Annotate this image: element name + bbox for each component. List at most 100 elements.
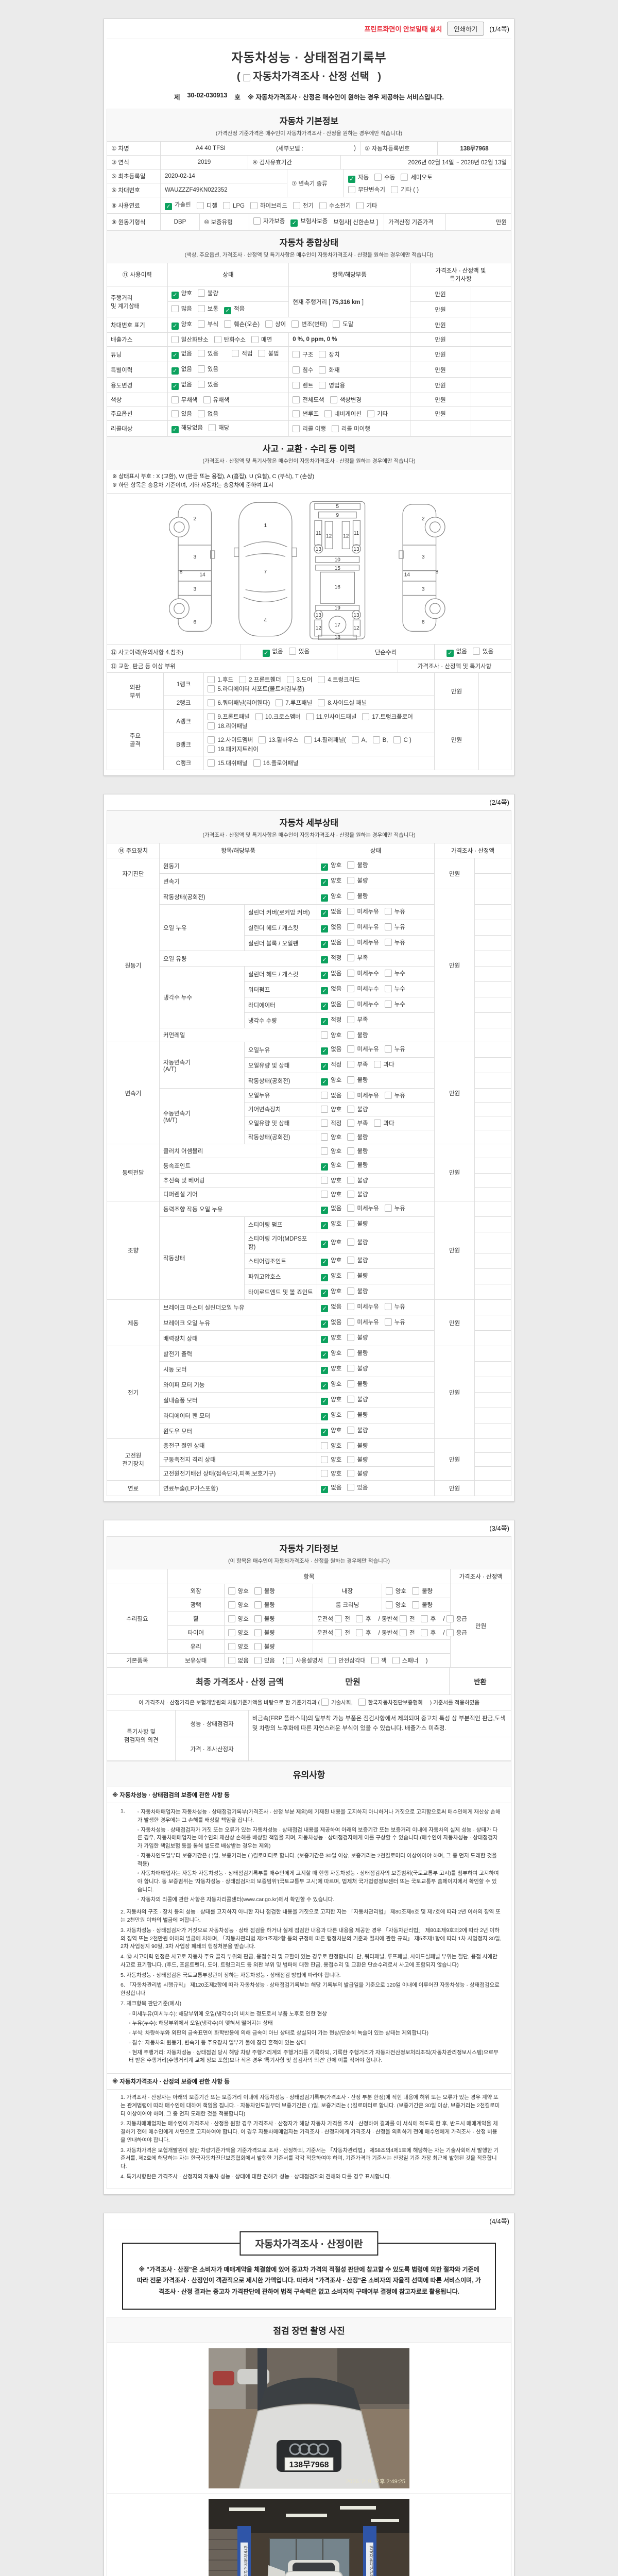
unchecked-checkbox[interactable]: [321, 1177, 329, 1184]
unchecked-checkbox[interactable]: [347, 1349, 355, 1357]
unchecked-checkbox[interactable]: [208, 722, 215, 730]
unchecked-checkbox[interactable]: [420, 1615, 428, 1623]
unchecked-checkbox[interactable]: [306, 713, 314, 721]
unchecked-checkbox[interactable]: [347, 1133, 355, 1141]
checked-checkbox[interactable]: ✓: [171, 292, 179, 299]
unchecked-checkbox[interactable]: [318, 699, 325, 707]
unchecked-checkbox[interactable]: [197, 410, 205, 417]
unchecked-checkbox[interactable]: [232, 350, 239, 357]
unchecked-checkbox[interactable]: [293, 201, 300, 209]
checked-checkbox[interactable]: ✓: [321, 1003, 329, 1010]
unchecked-checkbox[interactable]: [171, 396, 179, 403]
unchecked-checkbox[interactable]: [347, 1061, 355, 1069]
checked-checkbox[interactable]: ✓: [321, 910, 329, 918]
unchecked-checkbox[interactable]: [446, 1629, 454, 1637]
checked-checkbox[interactable]: ✓: [321, 1305, 329, 1313]
unchecked-checkbox[interactable]: [319, 381, 327, 389]
unchecked-checkbox[interactable]: [347, 1272, 355, 1280]
unchecked-checkbox[interactable]: [347, 1456, 355, 1464]
unchecked-checkbox[interactable]: [228, 1587, 235, 1595]
unchecked-checkbox[interactable]: [347, 1001, 355, 1008]
unchecked-checkbox[interactable]: [347, 1147, 355, 1155]
unchecked-checkbox[interactable]: [355, 1629, 363, 1637]
unchecked-checkbox[interactable]: [253, 217, 261, 225]
checked-checkbox[interactable]: ✓: [321, 1398, 329, 1405]
unchecked-checkbox[interactable]: [333, 320, 340, 328]
checked-checkbox[interactable]: ✓: [321, 1320, 329, 1328]
unchecked-checkbox[interactable]: [347, 908, 355, 916]
unchecked-checkbox[interactable]: [347, 1092, 355, 1099]
unchecked-checkbox[interactable]: [293, 396, 300, 403]
checked-checkbox[interactable]: ✓: [321, 879, 329, 887]
checked-checkbox[interactable]: ✓: [321, 1078, 329, 1086]
unchecked-checkbox[interactable]: [347, 1177, 355, 1184]
unchecked-checkbox[interactable]: [384, 985, 392, 993]
unchecked-checkbox[interactable]: [208, 685, 215, 693]
unchecked-checkbox[interactable]: [347, 939, 355, 946]
unchecked-checkbox[interactable]: [347, 1303, 355, 1311]
unchecked-checkbox[interactable]: [254, 1643, 262, 1651]
unchecked-checkbox[interactable]: [276, 699, 283, 707]
unchecked-checkbox[interactable]: [347, 1220, 355, 1228]
checked-checkbox[interactable]: ✓: [321, 1018, 329, 1026]
unchecked-checkbox[interactable]: [347, 1257, 355, 1264]
unchecked-checkbox[interactable]: [347, 954, 355, 962]
unchecked-checkbox[interactable]: [384, 1092, 392, 1099]
unchecked-checkbox[interactable]: [319, 201, 327, 209]
unchecked-checkbox[interactable]: [330, 396, 337, 403]
unchecked-checkbox[interactable]: [347, 1365, 355, 1372]
unchecked-checkbox[interactable]: [197, 290, 205, 297]
unchecked-checkbox[interactable]: [347, 1427, 355, 1434]
unchecked-checkbox[interactable]: [384, 1045, 392, 1053]
unchecked-checkbox[interactable]: [372, 736, 380, 744]
unchecked-checkbox[interactable]: [362, 713, 370, 721]
unchecked-checkbox[interactable]: [347, 1318, 355, 1326]
unchecked-checkbox[interactable]: [321, 1442, 329, 1450]
unchecked-checkbox[interactable]: [385, 1587, 393, 1595]
unchecked-checkbox[interactable]: [288, 648, 296, 655]
unchecked-checkbox[interactable]: [385, 1601, 393, 1609]
unchecked-checkbox[interactable]: [251, 336, 259, 343]
checked-checkbox[interactable]: ✓: [224, 307, 232, 314]
checked-checkbox[interactable]: ✓: [321, 1351, 329, 1359]
unchecked-checkbox[interactable]: [286, 676, 294, 684]
unchecked-checkbox[interactable]: [258, 350, 266, 357]
unchecked-checkbox[interactable]: [250, 201, 258, 209]
unchecked-checkbox[interactable]: [347, 985, 355, 993]
unchecked-checkbox[interactable]: [355, 1615, 363, 1623]
unchecked-checkbox[interactable]: [171, 336, 179, 343]
unchecked-checkbox[interactable]: [392, 1657, 400, 1665]
unchecked-checkbox[interactable]: [208, 736, 215, 744]
unchecked-checkbox[interactable]: [347, 1442, 355, 1450]
unchecked-checkbox[interactable]: [321, 1031, 329, 1039]
unchecked-checkbox[interactable]: [197, 320, 205, 328]
unchecked-checkbox[interactable]: [293, 350, 300, 358]
unchecked-checkbox[interactable]: [321, 1133, 329, 1141]
unchecked-checkbox[interactable]: [347, 1161, 355, 1169]
unchecked-checkbox[interactable]: [384, 923, 392, 931]
checked-checkbox[interactable]: ✓: [321, 1222, 329, 1230]
checked-checkbox[interactable]: ✓: [321, 1486, 329, 1494]
unchecked-checkbox[interactable]: [228, 1643, 235, 1651]
unchecked-checkbox[interactable]: [293, 410, 300, 417]
unchecked-checkbox[interactable]: [384, 970, 392, 977]
checked-checkbox[interactable]: ✓: [171, 352, 179, 359]
unchecked-checkbox[interactable]: [331, 425, 339, 432]
unchecked-checkbox[interactable]: [197, 365, 205, 372]
unchecked-checkbox[interactable]: [254, 1587, 262, 1595]
unchecked-checkbox[interactable]: [321, 1470, 329, 1478]
unchecked-checkbox[interactable]: [304, 736, 312, 744]
unchecked-checkbox[interactable]: [214, 336, 221, 343]
unchecked-checkbox[interactable]: [393, 736, 401, 744]
unchecked-checkbox[interactable]: [224, 320, 232, 328]
unchecked-checkbox[interactable]: [318, 676, 325, 684]
unchecked-checkbox[interactable]: [420, 1629, 428, 1637]
unchecked-checkbox[interactable]: [390, 185, 398, 193]
unchecked-checkbox[interactable]: [321, 1147, 329, 1155]
checked-checkbox[interactable]: ✓: [321, 1163, 329, 1171]
unchecked-checkbox[interactable]: [472, 648, 480, 655]
checked-checkbox[interactable]: ✓: [348, 175, 355, 183]
unchecked-checkbox[interactable]: [222, 201, 230, 209]
unchecked-checkbox[interactable]: [255, 713, 263, 721]
unchecked-checkbox[interactable]: [254, 1657, 262, 1665]
